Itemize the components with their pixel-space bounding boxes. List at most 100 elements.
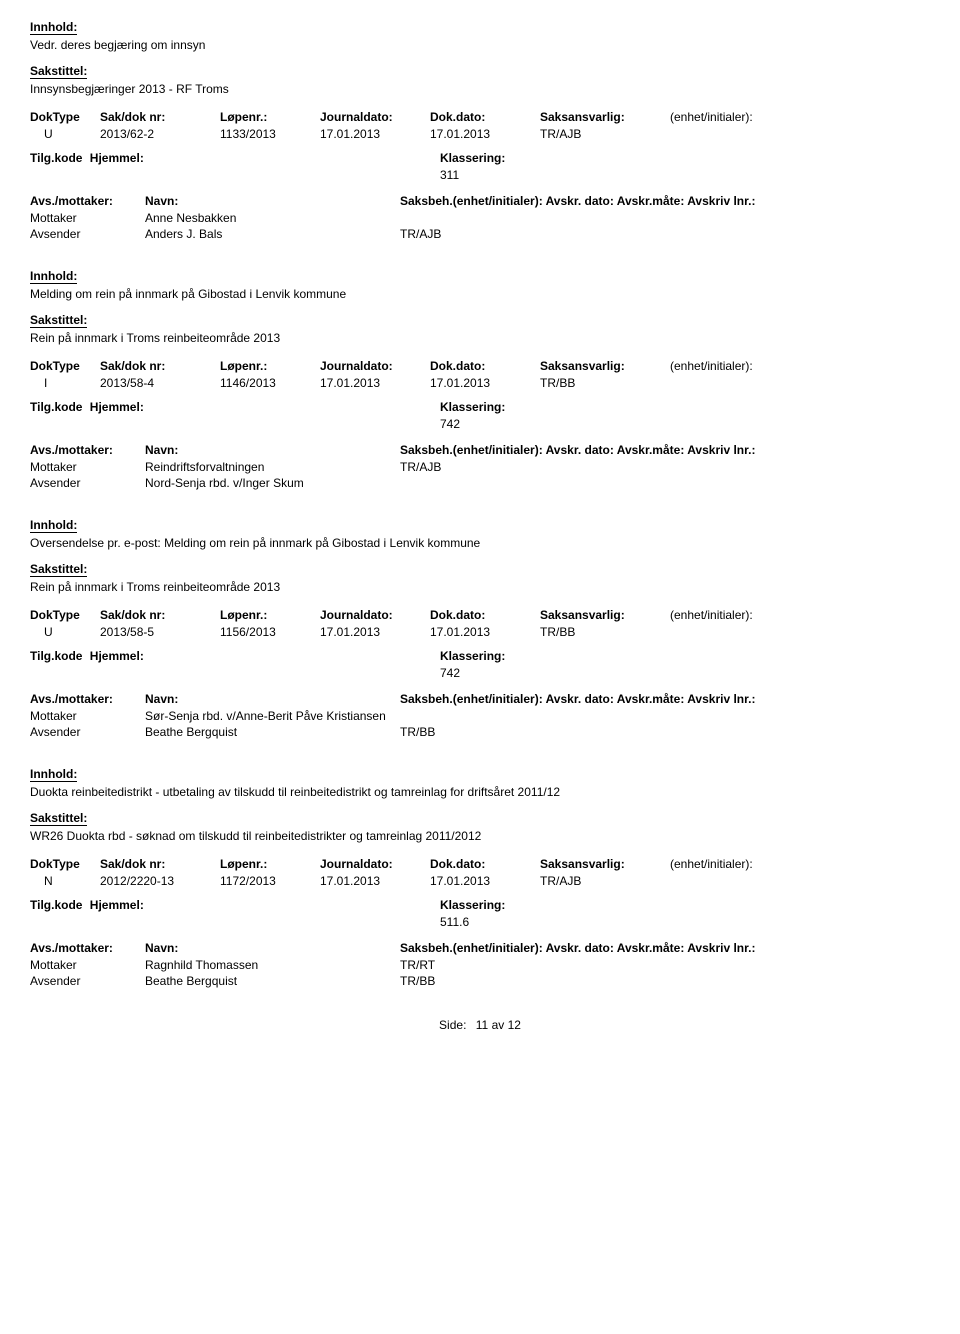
sakdok-value: 2013/62-2 (100, 127, 220, 141)
columns-header: DokType Sak/dok nr: Løpenr.: Journaldato… (30, 857, 930, 871)
hjemmel-row: Tilg.kode Hjemmel: Klassering: (30, 649, 930, 663)
avsmottaker-label: Avs./mottaker: (30, 941, 145, 955)
doktype-value: U (30, 625, 100, 639)
record-title: Oversendelse pr. e-post: Melding om rein… (30, 536, 930, 550)
sakstittel-label-row: Sakstittel: (30, 64, 930, 79)
columns-data: N 2012/2220-13 1172/2013 17.01.2013 17.0… (30, 874, 930, 888)
tilgkode-label: Tilg.kode (30, 649, 82, 663)
klassering-label: Klassering: (440, 400, 505, 414)
klassering-value: 311 (440, 168, 930, 182)
klassering-value: 742 (440, 417, 930, 431)
enhet-value (670, 376, 810, 390)
party-row: Mottaker Ragnhild Thomassen TR/RT (30, 958, 930, 972)
lopenr-value: 1133/2013 (220, 127, 320, 141)
innhold-label-row: Innhold: (30, 767, 930, 782)
journaldato-value: 17.01.2013 (320, 127, 430, 141)
saksansvarlig-value: TR/BB (540, 376, 670, 390)
record: Innhold: Oversendelse pr. e-post: Meldin… (30, 518, 930, 739)
journaldato-value: 17.01.2013 (320, 376, 430, 390)
klassering-value: 511.6 (440, 915, 930, 929)
record: Innhold: Melding om rein på innmark på G… (30, 269, 930, 490)
innhold-label-row: Innhold: (30, 20, 930, 35)
innhold-label-row: Innhold: (30, 518, 930, 533)
record-title: Melding om rein på innmark på Gibostad i… (30, 287, 930, 301)
innhold-label: Innhold: (30, 20, 77, 35)
record-subtitle: Rein på innmark i Troms reinbeiteområde … (30, 331, 930, 345)
party-name: Beathe Bergquist (145, 974, 400, 988)
party-role: Mottaker (30, 460, 145, 474)
doktype-value: U (30, 127, 100, 141)
col-doktype-label: DokType (30, 359, 100, 373)
journaldato-value: 17.01.2013 (320, 874, 430, 888)
avsmottaker-label: Avs./mottaker: (30, 443, 145, 457)
innhold-label: Innhold: (30, 269, 77, 284)
sakdok-value: 2013/58-5 (100, 625, 220, 639)
party-code (400, 709, 500, 723)
party-row: Mottaker Anne Nesbakken (30, 211, 930, 225)
columns-data: U 2013/62-2 1133/2013 17.01.2013 17.01.2… (30, 127, 930, 141)
klassering-label: Klassering: (440, 898, 505, 912)
navn-label: Navn: (145, 692, 400, 706)
klassering-label: Klassering: (440, 649, 505, 663)
party-row: Avsender Beathe Bergquist TR/BB (30, 725, 930, 739)
col-saksansvarlig-label: Saksansvarlig: (540, 857, 670, 871)
col-saksansvarlig-label: Saksansvarlig: (540, 110, 670, 124)
col-sakdok-label: Sak/dok nr: (100, 110, 220, 124)
party-row: Avsender Nord-Senja rbd. v/Inger Skum (30, 476, 930, 490)
dokdato-value: 17.01.2013 (430, 874, 540, 888)
record-subtitle: WR26 Duokta rbd - søknad om tilskudd til… (30, 829, 930, 843)
col-doktype-label: DokType (30, 857, 100, 871)
record: Innhold: Duokta reinbeitedistrikt - utbe… (30, 767, 930, 988)
hjemmel-labels: Tilg.kode Hjemmel: (30, 151, 440, 165)
innhold-label-row: Innhold: (30, 269, 930, 284)
party-row: Mottaker Reindriftsforvaltningen TR/AJB (30, 460, 930, 474)
party-role: Avsender (30, 974, 145, 988)
saksbeh-label: Saksbeh.(enhet/initialer): Avskr. dato: … (400, 941, 930, 955)
klassering-label: Klassering: (440, 151, 505, 165)
sakdok-value: 2012/2220-13 (100, 874, 220, 888)
party-role: Avsender (30, 476, 145, 490)
sakstittel-label: Sakstittel: (30, 313, 87, 328)
col-journaldato-label: Journaldato: (320, 110, 430, 124)
party-name: Sør-Senja rbd. v/Anne-Berit Påve Kristia… (145, 709, 400, 723)
col-lopenr-label: Løpenr.: (220, 110, 320, 124)
columns-data: U 2013/58-5 1156/2013 17.01.2013 17.01.2… (30, 625, 930, 639)
hjemmel-label: Hjemmel: (90, 400, 144, 414)
party-code: TR/AJB (400, 227, 500, 241)
party-name: Beathe Bergquist (145, 725, 400, 739)
enhet-value (670, 874, 810, 888)
party-row: Mottaker Sør-Senja rbd. v/Anne-Berit Påv… (30, 709, 930, 723)
footer-total: 12 (508, 1018, 521, 1032)
footer-page: 11 (476, 1018, 488, 1032)
sakstittel-label: Sakstittel: (30, 64, 87, 79)
col-journaldato-label: Journaldato: (320, 857, 430, 871)
col-lopenr-label: Løpenr.: (220, 608, 320, 622)
record-title: Duokta reinbeitedistrikt - utbetaling av… (30, 785, 930, 799)
party-code (400, 211, 500, 225)
saksansvarlig-value: TR/AJB (540, 127, 670, 141)
party-name: Nord-Senja rbd. v/Inger Skum (145, 476, 400, 490)
party-code: TR/BB (400, 725, 500, 739)
doktype-value: N (30, 874, 100, 888)
enhet-value (670, 625, 810, 639)
sakstittel-label-row: Sakstittel: (30, 313, 930, 328)
sakstittel-label-row: Sakstittel: (30, 811, 930, 826)
saksbeh-label: Saksbeh.(enhet/initialer): Avskr. dato: … (400, 194, 930, 208)
saksansvarlig-value: TR/BB (540, 625, 670, 639)
col-doktype-label: DokType (30, 608, 100, 622)
sakstittel-label-row: Sakstittel: (30, 562, 930, 577)
col-dokdato-label: Dok.dato: (430, 857, 540, 871)
party-role: Mottaker (30, 211, 145, 225)
party-header: Avs./mottaker: Navn: Saksbeh.(enhet/init… (30, 443, 930, 457)
party-role: Mottaker (30, 709, 145, 723)
tilgkode-label: Tilg.kode (30, 151, 82, 165)
hjemmel-row: Tilg.kode Hjemmel: Klassering: (30, 151, 930, 165)
col-journaldato-label: Journaldato: (320, 359, 430, 373)
innhold-label: Innhold: (30, 518, 77, 533)
journaldato-value: 17.01.2013 (320, 625, 430, 639)
hjemmel-labels: Tilg.kode Hjemmel: (30, 898, 440, 912)
hjemmel-labels: Tilg.kode Hjemmel: (30, 400, 440, 414)
party-header: Avs./mottaker: Navn: Saksbeh.(enhet/init… (30, 692, 930, 706)
doktype-value: I (30, 376, 100, 390)
sakdok-value: 2013/58-4 (100, 376, 220, 390)
